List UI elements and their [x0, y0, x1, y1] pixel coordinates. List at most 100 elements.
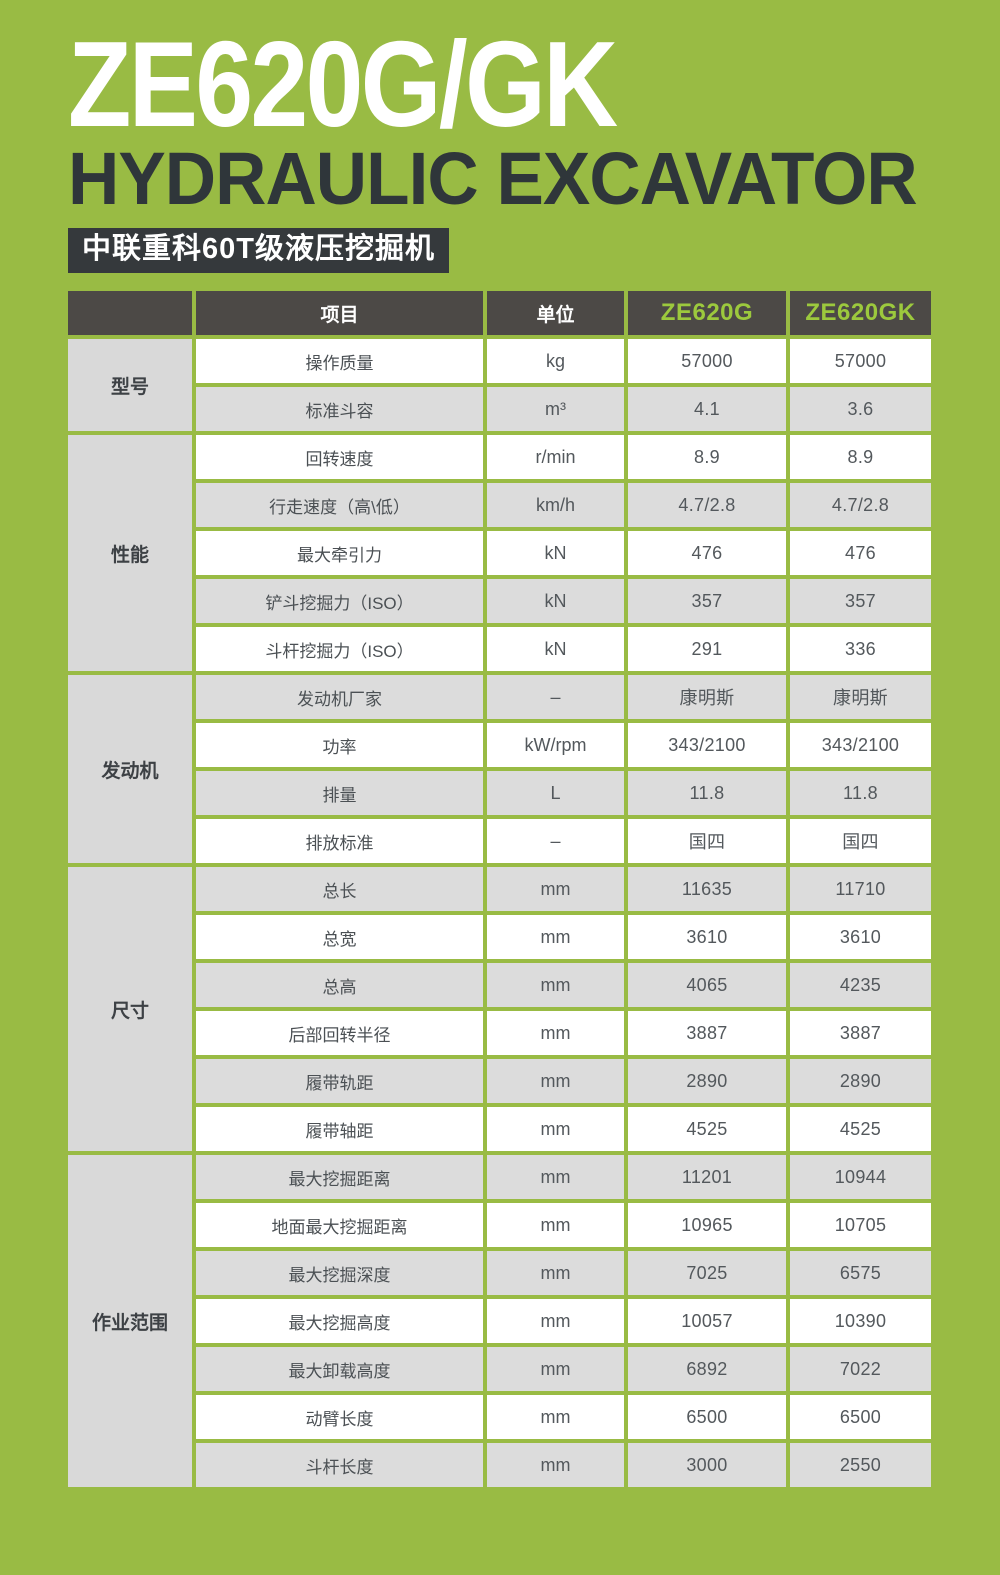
item-cell: 履带轴距 [196, 1107, 483, 1152]
item-cell: 回转速度 [196, 435, 483, 480]
item-cell: 操作质量 [196, 339, 483, 384]
item-cell: 履带轨距 [196, 1059, 483, 1104]
unit-cell: kN [487, 531, 624, 576]
spec-row: 排放标准 – 国四 国四 [68, 819, 931, 864]
unit-cell: km/h [487, 483, 624, 528]
value-ze620gk-cell: 4525 [790, 1107, 931, 1152]
item-cell: 后部回转半径 [196, 1011, 483, 1056]
value-ze620gk-cell: 3610 [790, 915, 931, 960]
header-corner-cell [68, 291, 192, 336]
page-title: ZE620G/GK [68, 16, 618, 152]
unit-cell: mm [487, 867, 624, 912]
value-ze620gk-cell: 国四 [790, 819, 931, 864]
item-cell: 功率 [196, 723, 483, 768]
item-cell: 最大挖掘距离 [196, 1155, 483, 1200]
value-ze620gk-cell: 康明斯 [790, 675, 931, 720]
value-ze620gk-cell: 11.8 [790, 771, 931, 816]
value-ze620g-cell: 4525 [628, 1107, 786, 1152]
value-ze620gk-cell: 476 [790, 531, 931, 576]
value-ze620g-cell: 343/2100 [628, 723, 786, 768]
value-ze620g-cell: 10965 [628, 1203, 786, 1248]
unit-cell: mm [487, 1299, 624, 1344]
unit-cell: mm [487, 1059, 624, 1104]
unit-cell: mm [487, 1443, 624, 1488]
spec-table: 项目 单位 ZE620G ZE620GK 型号 操作质量 kg 57000 57000 标… [64, 287, 935, 1491]
value-ze620g-cell: 4.7/2.8 [628, 483, 786, 528]
unit-cell: L [487, 771, 624, 816]
value-ze620g-cell: 476 [628, 531, 786, 576]
value-ze620gk-cell: 57000 [790, 339, 931, 384]
value-ze620g-cell: 4065 [628, 963, 786, 1008]
value-ze620gk-cell: 6500 [790, 1395, 931, 1440]
spec-row: 性能 回转速度 r/min 8.9 8.9 [68, 435, 931, 672]
spec-row: 动臂长度 mm 6500 6500 [68, 1395, 931, 1440]
item-cell: 最大卸载高度 [196, 1347, 483, 1392]
spec-row: 型号 操作质量 kg 57000 57000 [68, 339, 931, 432]
value-ze620gk-cell: 3887 [790, 1011, 931, 1056]
value-ze620g-cell: 国四 [628, 819, 786, 864]
item-cell: 总宽 [196, 915, 483, 960]
value-ze620gk-cell: 10390 [790, 1299, 931, 1344]
item-cell: 总长 [196, 867, 483, 912]
item-cell: 铲斗挖掘力（ISO） [196, 579, 483, 624]
group-cell-4: 作业范围 [68, 1155, 192, 1488]
unit-cell: mm [487, 1203, 624, 1248]
unit-cell: mm [487, 915, 624, 960]
spec-row: 最大卸载高度 mm 6892 7022 [68, 1347, 931, 1392]
item-cell: 最大牵引力 [196, 531, 483, 576]
value-ze620g-cell: 4.1 [628, 387, 786, 432]
value-ze620gk-cell: 343/2100 [790, 723, 931, 768]
group-cell-0: 型号 [68, 339, 192, 432]
value-ze620g-cell: 11201 [628, 1155, 786, 1200]
item-cell: 行走速度（高\低） [196, 483, 483, 528]
value-ze620g-cell: 6892 [628, 1347, 786, 1392]
header-model-ze620g-cell: ZE620G [628, 291, 786, 336]
spec-row: 功率 kW/rpm 343/2100 343/2100 [68, 723, 931, 768]
spec-row: 最大牵引力 kN 476 476 [68, 531, 931, 576]
value-ze620gk-cell: 11710 [790, 867, 931, 912]
spec-row: 标准斗容 m³ 4.1 3.6 [68, 387, 931, 432]
spec-row: 行走速度（高\低） km/h 4.7/2.8 4.7/2.8 [68, 483, 931, 528]
spec-row: 排量 L 11.8 11.8 [68, 771, 931, 816]
item-cell: 发动机厂家 [196, 675, 483, 720]
value-ze620gk-cell: 7022 [790, 1347, 931, 1392]
value-ze620g-cell: 291 [628, 627, 786, 672]
value-ze620g-cell: 6500 [628, 1395, 786, 1440]
value-ze620g-cell: 357 [628, 579, 786, 624]
value-ze620g-cell: 11.8 [628, 771, 786, 816]
unit-cell: kN [487, 627, 624, 672]
spec-row: 后部回转半径 mm 3887 3887 [68, 1011, 931, 1056]
unit-cell: mm [487, 963, 624, 1008]
spec-row: 斗杆挖掘力（ISO） kN 291 336 [68, 627, 931, 672]
value-ze620g-cell: 3000 [628, 1443, 786, 1488]
value-ze620g-cell: 3887 [628, 1011, 786, 1056]
spec-row: 尺寸 总长 mm 11635 11710 [68, 867, 931, 1152]
item-cell: 标准斗容 [196, 387, 483, 432]
unit-cell: m³ [487, 387, 624, 432]
unit-cell: mm [487, 1011, 624, 1056]
value-ze620gk-cell: 4235 [790, 963, 931, 1008]
group-cell-2: 发动机 [68, 675, 192, 864]
model-class-badge: 中联重科60T级液压挖掘机 [68, 228, 449, 274]
page: ZE620G/GK HYDRAULIC EXCAVATOR 中联重科60T级液压… [68, 0, 932, 1491]
value-ze620gk-cell: 4.7/2.8 [790, 483, 931, 528]
value-ze620gk-cell: 2550 [790, 1443, 931, 1488]
item-cell: 排量 [196, 771, 483, 816]
spec-row: 最大挖掘高度 mm 10057 10390 [68, 1299, 931, 1344]
header-model-ze620gk-cell: ZE620GK [790, 291, 931, 336]
value-ze620g-cell: 康明斯 [628, 675, 786, 720]
header-item-cell: 项目 [196, 291, 483, 336]
item-cell: 动臂长度 [196, 1395, 483, 1440]
value-ze620gk-cell: 8.9 [790, 435, 931, 480]
spec-row: 履带轴距 mm 4525 4525 [68, 1107, 931, 1152]
spec-row: 发动机 发动机厂家 – 康明斯 康明斯 [68, 675, 931, 864]
item-cell: 总高 [196, 963, 483, 1008]
value-ze620gk-cell: 357 [790, 579, 931, 624]
spec-row: 作业范围 最大挖掘距离 mm 11201 10944 [68, 1155, 931, 1488]
spec-row: 地面最大挖掘距离 mm 10965 10705 [68, 1203, 931, 1248]
unit-cell: kW/rpm [487, 723, 624, 768]
unit-cell: – [487, 675, 624, 720]
value-ze620g-cell: 7025 [628, 1251, 786, 1296]
item-cell: 排放标准 [196, 819, 483, 864]
unit-cell: mm [487, 1347, 624, 1392]
